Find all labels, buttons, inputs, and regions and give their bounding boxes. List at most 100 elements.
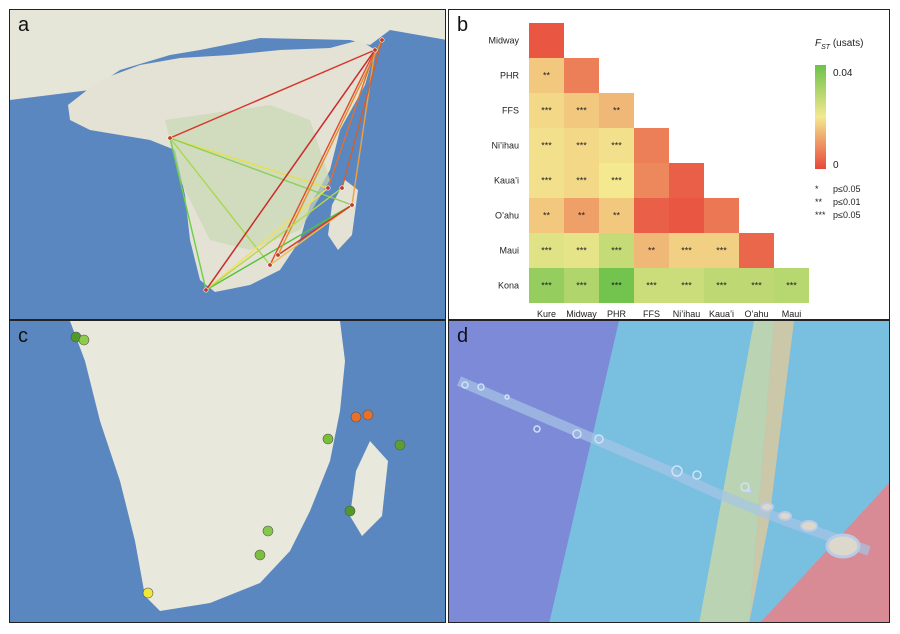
significance-stars: *** — [541, 176, 552, 186]
significance-stars: ** — [613, 106, 621, 116]
heatmap-cell — [564, 163, 599, 198]
heatmap-significance: ***** *** ***** *** ****** *** ***** ** ***** ***… — [541, 71, 797, 291]
column-labels: Kure Midway PHR FFS Ni’ihau Kaua’i O’ahu Maui — [537, 309, 801, 319]
panel-b-letter: b — [457, 14, 469, 36]
row-label: FFS — [502, 106, 519, 116]
row-label: Kaua’i — [494, 176, 519, 186]
site-marker — [254, 549, 266, 561]
sig-stars-1: * — [815, 184, 819, 194]
map-c-svg — [10, 321, 445, 622]
row-label: Maui — [499, 246, 519, 256]
atoll-laysan — [572, 429, 582, 439]
row-label: Kona — [498, 281, 519, 291]
connection-line — [341, 39, 383, 189]
heatmap-cell — [564, 233, 599, 268]
heatmap-cell — [634, 128, 669, 163]
column-label: Ni’ihau — [673, 309, 701, 319]
sampling-point — [167, 135, 173, 141]
heatmap-cell — [669, 163, 704, 198]
heatmap-cell — [529, 23, 564, 58]
connection-line — [351, 49, 376, 206]
connection-line — [169, 137, 207, 291]
heatmap-cell — [599, 233, 634, 268]
sampling-point — [372, 47, 378, 53]
heatmap-cell — [564, 58, 599, 93]
row-label: O’ahu — [495, 211, 519, 221]
significance-stars: *** — [576, 176, 587, 186]
heatmap-cell — [599, 163, 634, 198]
significance-stars: *** — [576, 246, 587, 256]
sig-stars-3: *** — [815, 210, 826, 220]
heatmap-cell — [529, 163, 564, 198]
significance-stars: ** — [543, 71, 551, 81]
heatmap-cell — [529, 58, 564, 93]
column-label: PHR — [607, 309, 627, 319]
northern-landmass — [10, 10, 445, 100]
significance-stars: *** — [541, 106, 552, 116]
significance-stars: ** — [578, 211, 586, 221]
column-label: FFS — [643, 309, 660, 319]
significance-stars: *** — [611, 281, 622, 291]
zone-kauai-oahu — [699, 321, 774, 622]
connection-line — [327, 49, 376, 189]
zone-east — [760, 483, 889, 622]
connection-lines — [169, 39, 383, 291]
heatmap-cell — [599, 268, 634, 303]
heatmap-cell — [704, 233, 739, 268]
panel-d-letter: d — [457, 325, 469, 347]
legend-title-rest: (usats) — [830, 38, 863, 49]
significance-stars: ** — [543, 211, 551, 221]
heatmap-cell — [599, 128, 634, 163]
significance-stars: *** — [646, 281, 657, 291]
site-marker — [262, 525, 274, 537]
significance-stars: *** — [611, 176, 622, 186]
significance-stars: *** — [716, 246, 727, 256]
heatmap-cell — [529, 268, 564, 303]
heatmap-cell — [704, 198, 739, 233]
legend-title: FST (usats) — [815, 38, 863, 51]
sampling-point — [325, 185, 331, 191]
significance-stars: ** — [613, 211, 621, 221]
heatmap-cell — [739, 233, 774, 268]
map-d-svg — [449, 321, 889, 622]
legend-title-sub: ST — [821, 44, 831, 51]
sig-text-1: p≤0.05 — [833, 184, 860, 194]
atoll-midway — [477, 383, 485, 391]
column-label: Maui — [782, 309, 802, 319]
heatmap-cell — [564, 268, 599, 303]
atoll-necker — [692, 470, 702, 480]
heatmap-cell — [669, 198, 704, 233]
significance-stars: *** — [541, 281, 552, 291]
connection-line — [205, 187, 329, 291]
island-big — [825, 533, 861, 559]
heatmap-cell — [739, 268, 774, 303]
africa-landmass — [70, 321, 345, 611]
significance-stars: *** — [681, 281, 692, 291]
atoll-nihoa — [740, 482, 750, 492]
map-a-svg — [10, 10, 445, 319]
row-label: Ni’ihau — [491, 141, 519, 151]
significance-stars: *** — [716, 281, 727, 291]
panel-b-heatmap: ** *** *** ** *** *** *** *** *** *** ** ** ** *** ***… — [448, 9, 890, 320]
significance-stars: *** — [681, 246, 692, 256]
sig-text-3: p≤0.05 — [833, 210, 860, 220]
zone-central — [549, 321, 889, 622]
row-label: Midway — [488, 36, 519, 46]
heatmap-cell — [634, 268, 669, 303]
heatmap-cell — [634, 163, 669, 198]
island-maui — [800, 520, 818, 532]
panel-c-letter: c — [18, 325, 28, 347]
significance-stars: *** — [786, 281, 797, 291]
heatmap-cell — [564, 128, 599, 163]
column-label: Midway — [566, 309, 597, 319]
significance-stars: *** — [751, 281, 762, 291]
sampling-point — [339, 185, 345, 191]
atoll-kure — [461, 381, 469, 389]
significance-stars: *** — [611, 246, 622, 256]
row-labels: Midway PHR FFS Ni’ihau Kaua’i O’ahu Maui Kona — [488, 36, 519, 291]
heatmap-cell — [564, 93, 599, 128]
row-label: PHR — [500, 71, 520, 81]
madagascar — [350, 441, 388, 536]
heatmap-cell — [529, 233, 564, 268]
sampling-point — [203, 287, 209, 293]
